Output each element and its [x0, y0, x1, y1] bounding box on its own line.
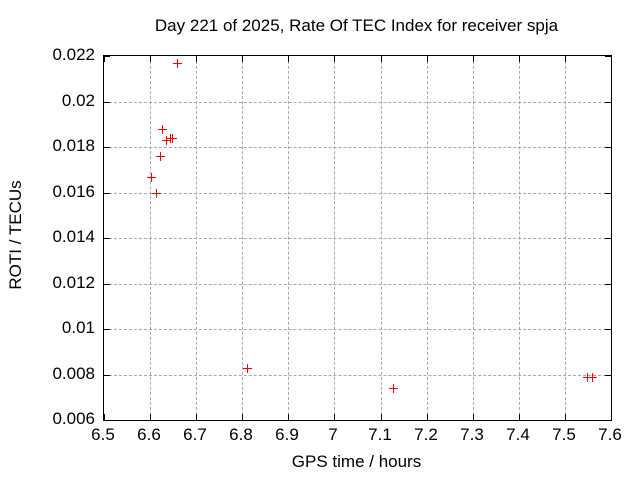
y-tick-mark [605, 238, 611, 239]
x-tick-mark [611, 56, 612, 62]
x-tick-label: 7.5 [552, 425, 576, 444]
y-tick-mark [104, 375, 110, 376]
data-point-marker [588, 373, 597, 382]
data-point-marker [243, 364, 252, 373]
plot-area [103, 55, 612, 421]
x-tick-label: 7.2 [414, 425, 438, 444]
y-tick-label: 0.02 [61, 91, 95, 110]
x-tick-label: 6.5 [91, 425, 115, 444]
x-tick-mark [104, 414, 105, 420]
data-point-marker [583, 373, 592, 382]
y-gridline [104, 375, 611, 376]
x-tick-mark [242, 414, 243, 420]
y-tick-mark [104, 284, 110, 285]
y-tick-mark [104, 238, 110, 239]
y-tick-mark [605, 147, 611, 148]
y-tick-label: 0.018 [52, 136, 95, 155]
y-gridline [104, 284, 611, 285]
x-tick-mark [288, 414, 289, 420]
y-tick-mark [605, 420, 611, 421]
data-point-marker [152, 189, 161, 198]
y-tick-label: 0.012 [52, 273, 95, 292]
data-point-marker [147, 173, 156, 182]
x-tick-label: 6.9 [275, 425, 299, 444]
y-tick-label: 0.01 [61, 318, 95, 337]
y-tick-mark [104, 420, 110, 421]
x-tick-label: 6.8 [229, 425, 253, 444]
x-tick-mark [473, 56, 474, 62]
x-tick-label: 6.7 [183, 425, 207, 444]
y-tick-mark [605, 193, 611, 194]
x-tick-mark [334, 56, 335, 62]
data-point-marker [158, 125, 167, 134]
y-tick-mark [104, 147, 110, 148]
y-tick-label: 0.006 [52, 409, 95, 428]
x-tick-mark [242, 56, 243, 62]
y-tick-mark [104, 56, 110, 57]
x-tick-mark [150, 56, 151, 62]
y-tick-mark [104, 193, 110, 194]
x-tick-mark [519, 414, 520, 420]
y-tick-mark [605, 102, 611, 103]
y-gridline [104, 329, 611, 330]
x-tick-mark [427, 414, 428, 420]
x-tick-mark [519, 56, 520, 62]
x-tick-label: 6.6 [137, 425, 161, 444]
y-tick-mark [605, 284, 611, 285]
x-tick-label: 7.6 [598, 425, 622, 444]
data-point-marker [162, 136, 171, 145]
y-gridline [104, 102, 611, 103]
x-tick-label: 7.4 [506, 425, 530, 444]
data-point-marker [389, 384, 398, 393]
x-tick-mark [288, 56, 289, 62]
x-tick-label: 7.1 [368, 425, 392, 444]
y-tick-label: 0.016 [52, 182, 95, 201]
x-tick-mark [565, 56, 566, 62]
x-tick-mark [381, 56, 382, 62]
x-tick-mark [150, 414, 151, 420]
x-tick-mark [381, 414, 382, 420]
x-tick-mark [196, 414, 197, 420]
y-tick-mark [104, 329, 110, 330]
y-tick-label: 0.014 [52, 227, 95, 246]
chart-title: Day 221 of 2025, Rate Of TEC Index for r… [154, 16, 559, 35]
y-tick-label: 0.008 [52, 364, 95, 383]
x-tick-mark [427, 56, 428, 62]
y-tick-mark [104, 102, 110, 103]
data-point-marker [156, 152, 165, 161]
data-point-marker [173, 59, 182, 68]
x-tick-label: 7.3 [460, 425, 484, 444]
x-tick-mark [565, 414, 566, 420]
y-gridline [104, 193, 611, 194]
x-axis-label: GPS time / hours [291, 452, 422, 471]
x-tick-mark [334, 414, 335, 420]
y-gridline [104, 238, 611, 239]
y-tick-mark [605, 329, 611, 330]
data-point-marker [168, 134, 177, 143]
x-tick-label: 7 [328, 425, 338, 444]
x-tick-mark [473, 414, 474, 420]
x-tick-mark [611, 414, 612, 420]
x-tick-mark [196, 56, 197, 62]
x-tick-mark [104, 56, 105, 62]
y-tick-mark [605, 56, 611, 57]
y-gridline [104, 147, 611, 148]
y-tick-mark [605, 375, 611, 376]
y-tick-label: 0.022 [52, 45, 95, 64]
